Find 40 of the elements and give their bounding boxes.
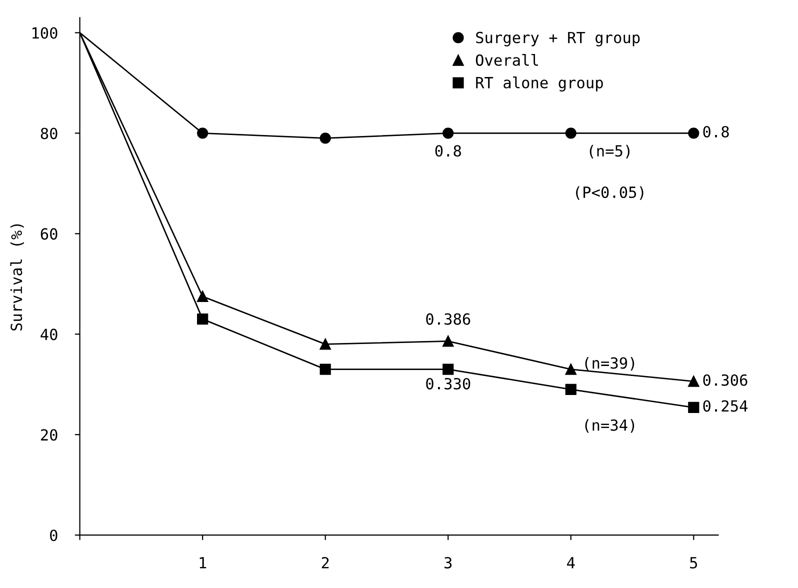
y-tick-label: 100 <box>32 27 58 39</box>
point <box>442 364 454 375</box>
legend-label: Overall <box>476 54 538 66</box>
point <box>688 376 700 387</box>
annotation: 0.8 <box>435 145 461 157</box>
point <box>320 364 331 375</box>
annotation: 0.254 <box>703 400 748 412</box>
annotation: 0.330 <box>426 378 470 390</box>
x-tick-label: 4 <box>567 557 575 568</box>
point <box>565 128 576 139</box>
point <box>320 338 331 350</box>
point <box>197 290 208 302</box>
point <box>320 132 331 144</box>
point <box>442 336 454 347</box>
annotation: (n=34) <box>585 419 634 433</box>
x-tick-label: 1 <box>200 557 206 568</box>
annotation: 0.386 <box>426 313 470 325</box>
point <box>197 314 208 325</box>
y-tick-label: 40 <box>40 328 58 340</box>
point <box>688 128 700 139</box>
legend-label: Surgery + RT group <box>476 32 640 46</box>
annotation: 0.306 <box>703 374 748 386</box>
x-tick-label: 3 <box>444 556 452 569</box>
annotation: (n=39) <box>585 356 634 371</box>
point <box>442 128 454 139</box>
y-tick-label: 20 <box>41 429 58 441</box>
y-tick-label: 0 <box>50 530 58 542</box>
point <box>565 364 576 375</box>
point <box>565 384 576 395</box>
y-axis-title: Survival (%) <box>10 224 24 331</box>
y-tick-label: 80 <box>40 128 58 140</box>
point <box>197 128 208 139</box>
annotation: 0.8 <box>703 126 729 138</box>
x-tick-label: 2 <box>322 556 329 568</box>
x-tick-label: 5 <box>690 557 698 569</box>
annotation: (P<0.05) <box>576 186 644 200</box>
point <box>688 402 700 414</box>
annotation: (n=5) <box>590 144 630 158</box>
y-tick-label: 60 <box>40 228 58 240</box>
legend-label: RT alone group <box>476 76 603 92</box>
